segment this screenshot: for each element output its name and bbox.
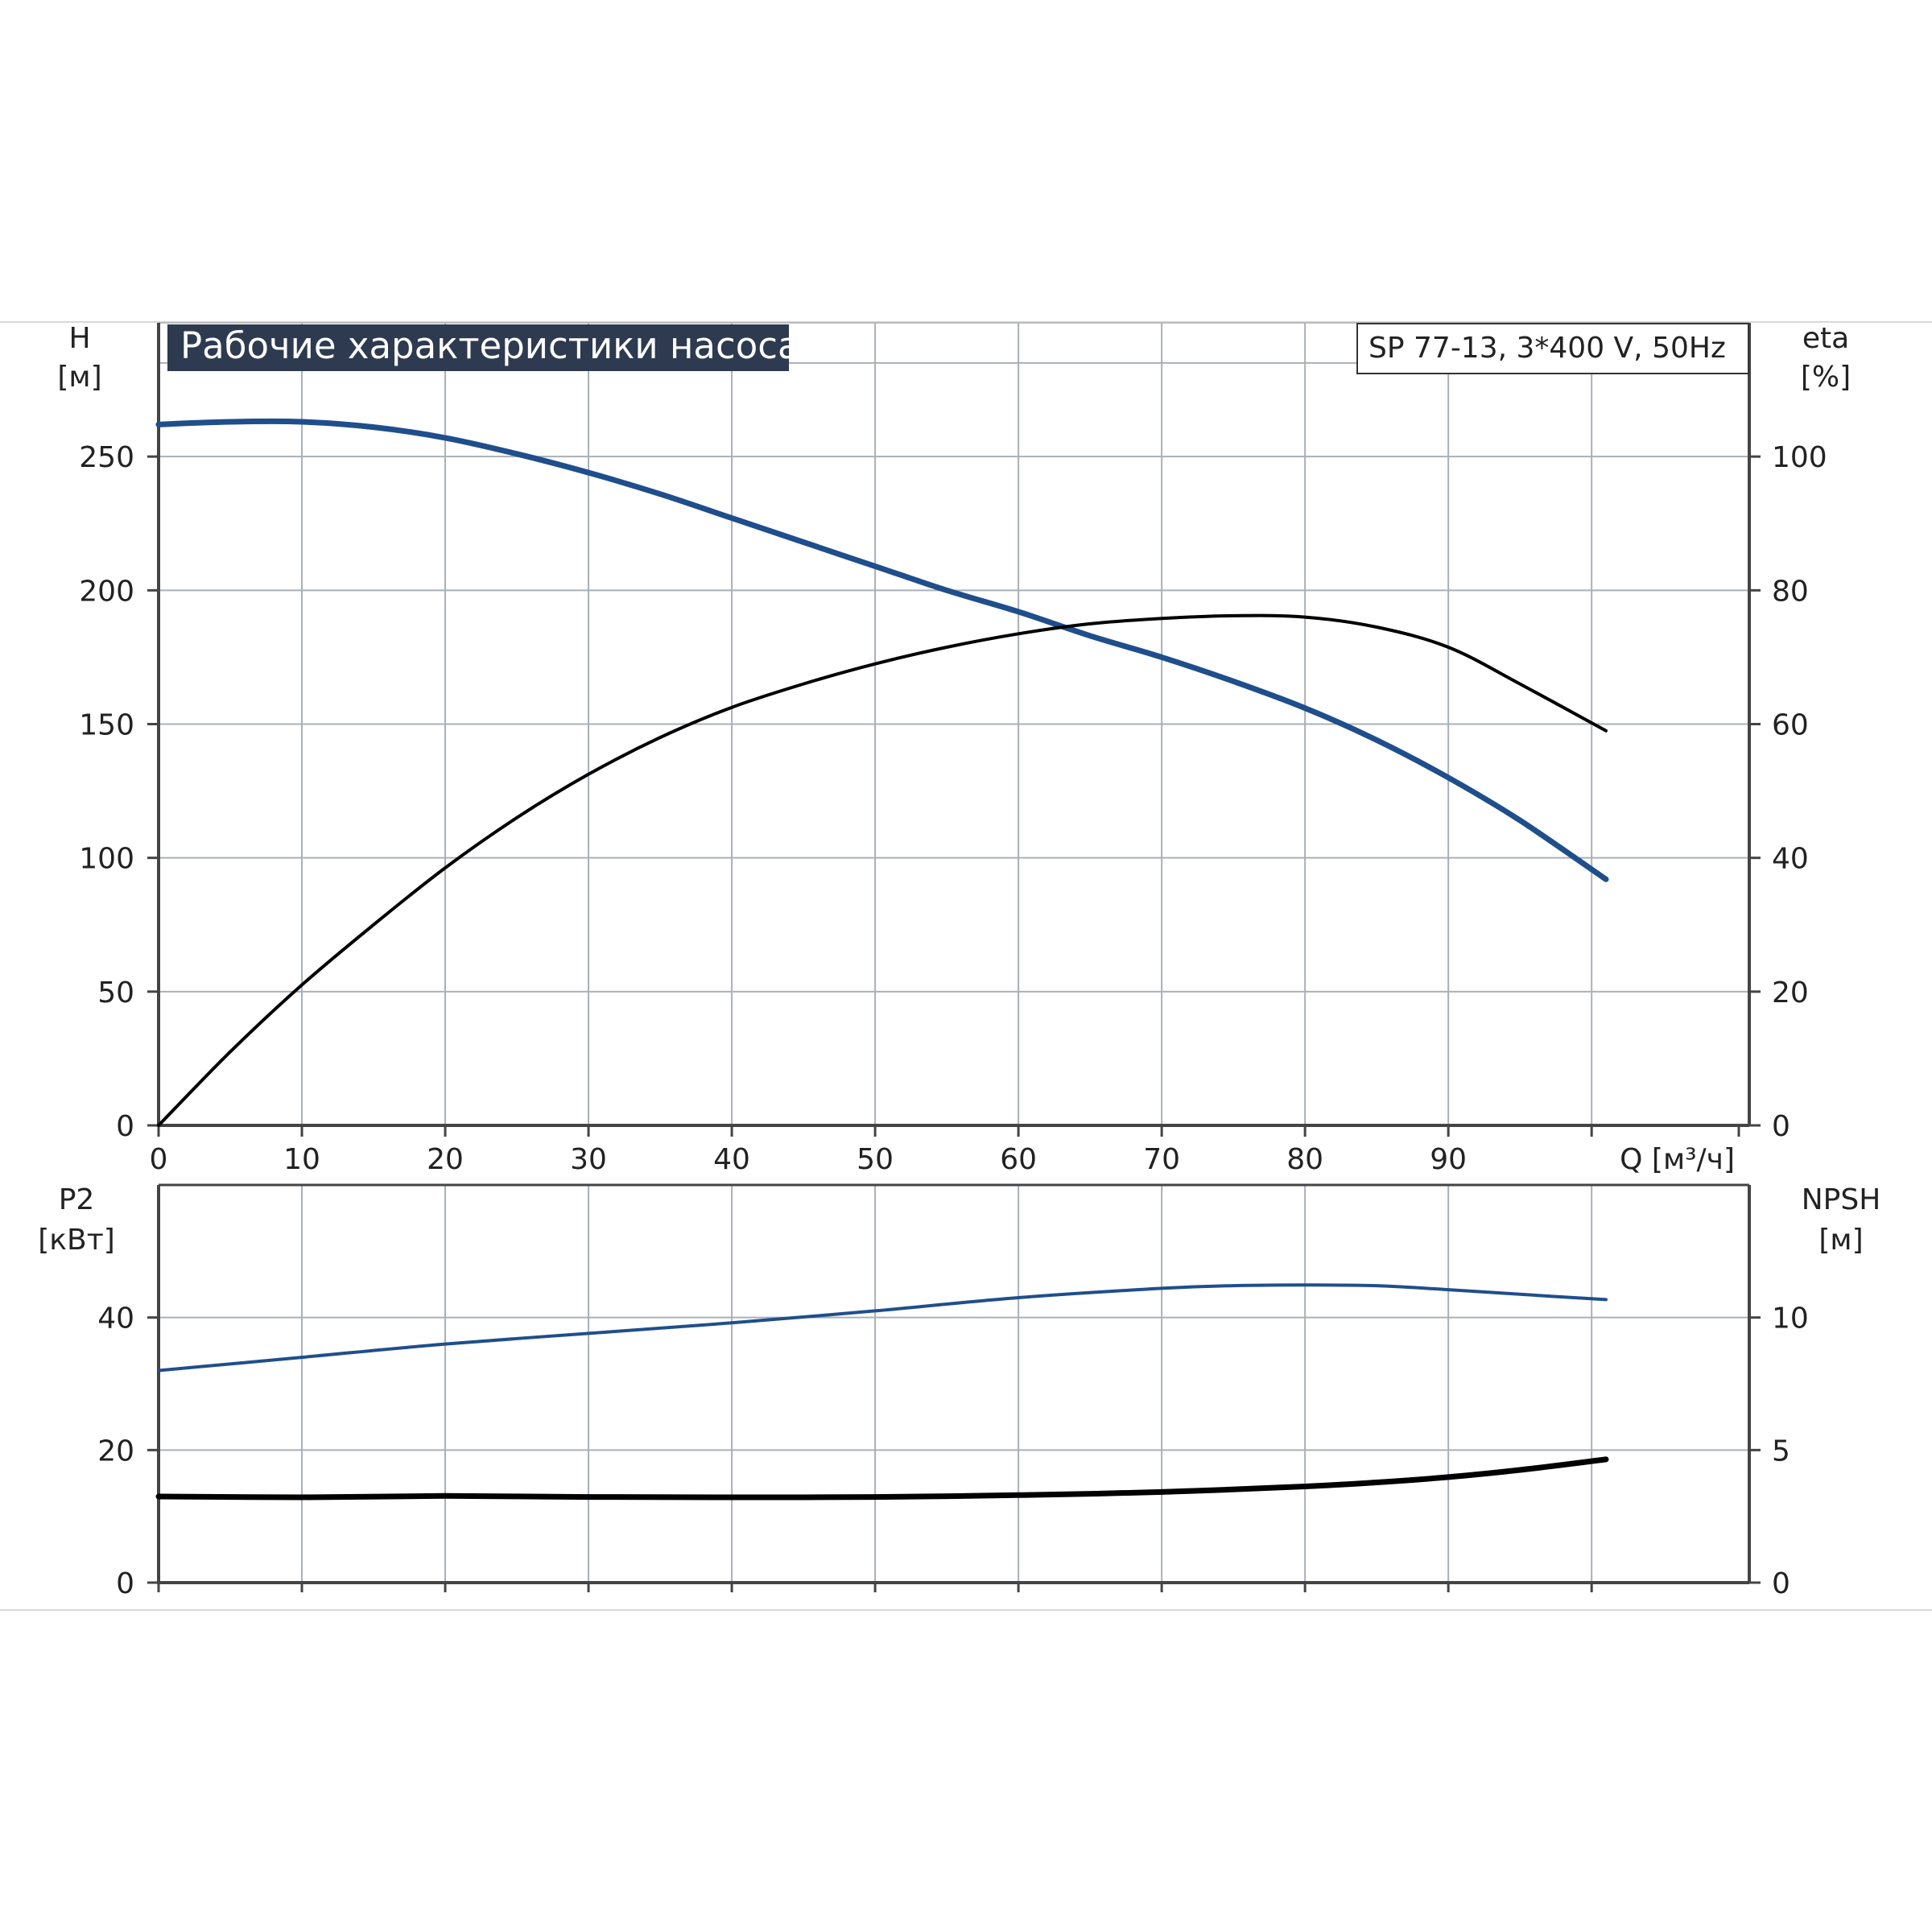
y-tick-label: 150 (79, 709, 134, 742)
y-tick-label: 250 (79, 441, 134, 474)
y-tick-label: 200 (79, 575, 134, 608)
chart-frame (0, 321, 1932, 1611)
efficiency-curve (157, 613, 1608, 1127)
x-tick-label: 90 (1430, 1143, 1467, 1176)
npsh-tick-label: 0 (1772, 1567, 1790, 1600)
tick-labels: 0 10 20 30 40 50 60 70 80 90050100150200250020406… (79, 441, 1827, 1600)
y2-tick-label: 20 (1772, 976, 1809, 1009)
y-tick-label: 50 (97, 976, 134, 1009)
y2-tick-label: 40 (1772, 843, 1809, 876)
x-tick-label: 30 (570, 1143, 607, 1176)
p2-tick-label: 40 (97, 1302, 134, 1335)
p2-tick-label: 20 (97, 1435, 134, 1468)
x-tick-label: 80 (1286, 1143, 1323, 1176)
chart-title-box: Рабочие характеристики насоса (167, 324, 800, 371)
x-axis-label: Q [м³/ч] (1620, 1143, 1735, 1176)
bottom-plot-grid (158, 1184, 1749, 1583)
chart-title: Рабочие характеристики насоса (180, 324, 800, 367)
bottom-left-axis-name: P2 (59, 1183, 95, 1216)
x-tick-label: 50 (857, 1143, 894, 1176)
top-left-axis-unit: [м] (57, 361, 101, 394)
x-tick-label: 20 (427, 1143, 464, 1176)
y2-tick-label: 80 (1772, 575, 1809, 608)
x-tick-label: 40 (713, 1143, 750, 1176)
bottom-left-axis-unit: [кВт] (38, 1224, 115, 1257)
y2-tick-label: 60 (1772, 709, 1809, 742)
x-tick-label: 70 (1143, 1143, 1180, 1176)
npsh-curve (155, 1456, 1609, 1501)
y-tick-label: 0 (116, 1110, 134, 1143)
npsh-tick-label: 5 (1772, 1435, 1790, 1468)
y2-tick-label: 100 (1772, 441, 1827, 474)
npsh-tick-label: 10 (1772, 1302, 1809, 1335)
x-tick-label: 60 (1000, 1143, 1037, 1176)
x-tick-label: 10 (283, 1143, 320, 1176)
chart-axes (147, 323, 1761, 1592)
head-curve (155, 418, 1609, 882)
y-tick-label: 100 (79, 843, 134, 876)
chart-subtitle: SP 77-13, 3*400 V, 50Hz (1368, 332, 1726, 365)
x-tick-label: 0 (150, 1143, 168, 1176)
chart-subtitle-box: SP 77-13, 3*400 V, 50Hz (1356, 323, 1749, 374)
p2-tick-label: 0 (116, 1567, 134, 1600)
top-left-axis-name: H (68, 322, 90, 355)
chart-series (155, 418, 1609, 1501)
top-right-axis-unit: [%] (1801, 361, 1851, 394)
top-plot-grid (158, 323, 1749, 1125)
bottom-right-axis-unit: [м] (1818, 1224, 1863, 1257)
y2-tick-label: 0 (1772, 1110, 1790, 1143)
top-right-axis-name: eta (1802, 322, 1849, 355)
power-p2-curve (157, 1283, 1608, 1373)
bottom-right-axis-name: NPSH (1802, 1183, 1881, 1216)
